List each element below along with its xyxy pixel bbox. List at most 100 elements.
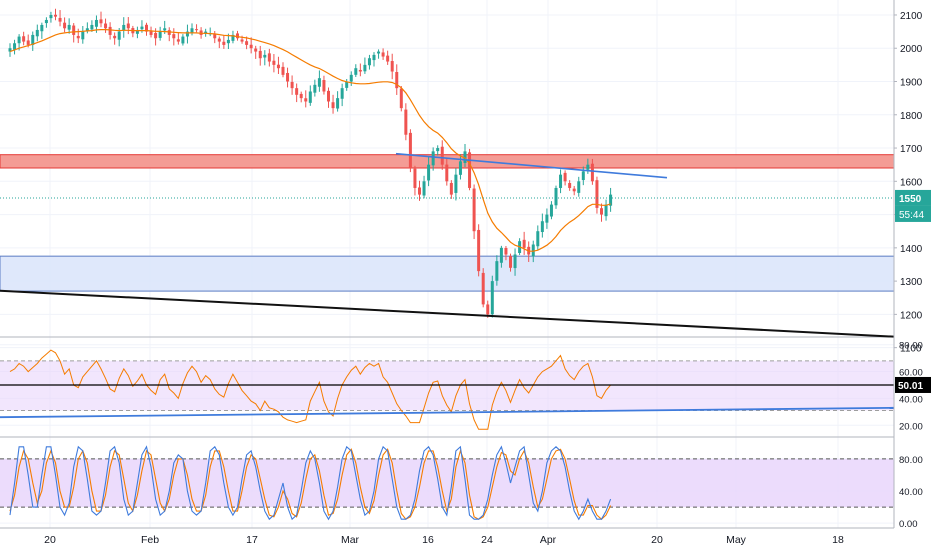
candle — [600, 203, 603, 222]
current-price-tag — [895, 189, 931, 206]
candle-body — [509, 256, 512, 268]
candle-body — [349, 74, 353, 82]
candle — [540, 213, 544, 238]
candle-body — [427, 164, 431, 181]
candle — [185, 24, 189, 44]
candle-body — [249, 44, 253, 49]
candle-body — [422, 181, 426, 196]
candle — [345, 78, 349, 91]
candle-body — [340, 88, 344, 99]
candle — [390, 53, 394, 80]
candle-body — [490, 281, 494, 315]
candle-body — [436, 148, 440, 152]
candle — [181, 34, 185, 46]
candle-body — [395, 71, 399, 89]
candle-body — [418, 187, 421, 195]
price-axis-label: 1400 — [900, 244, 923, 255]
candle — [208, 27, 212, 37]
candle-body — [117, 31, 121, 40]
candle — [372, 52, 376, 67]
candle — [22, 31, 26, 46]
countdown-tag — [895, 205, 931, 222]
candle — [509, 253, 512, 272]
candle — [549, 201, 553, 220]
candle-body — [113, 35, 117, 39]
candle-body — [276, 64, 280, 69]
candle — [58, 10, 62, 27]
price-axis-label: 1100 — [900, 344, 922, 355]
candle-body — [481, 272, 485, 305]
candle — [354, 64, 358, 77]
candle — [90, 20, 94, 32]
candle-body — [281, 66, 285, 75]
candle-body — [468, 152, 472, 188]
candle-body — [345, 81, 349, 88]
candle — [304, 90, 308, 108]
candle-body — [94, 19, 98, 27]
candles-layer — [8, 8, 613, 318]
rsi-level-tag — [895, 376, 931, 393]
candle — [31, 31, 35, 51]
candle-body — [176, 39, 180, 42]
candle — [72, 23, 76, 43]
candle-body — [236, 33, 239, 39]
candle — [463, 144, 467, 168]
candle — [276, 56, 280, 74]
candle-body — [181, 36, 185, 44]
candle-body — [13, 43, 17, 50]
candle-body — [399, 88, 403, 109]
candle-body — [26, 40, 30, 45]
candle — [445, 158, 449, 186]
candle — [308, 85, 312, 106]
candle — [167, 27, 171, 42]
candle-body — [149, 31, 153, 35]
candle — [413, 165, 417, 196]
rsi-level-label: 50.01 — [898, 381, 923, 392]
candle-body — [477, 229, 481, 272]
price-axis-label: 1900 — [900, 78, 923, 89]
candle — [145, 22, 148, 36]
candle-body — [40, 24, 44, 32]
candle-body — [104, 23, 108, 29]
candle — [495, 255, 499, 286]
candle-body — [358, 69, 362, 72]
rsi-band — [0, 360, 894, 411]
candle — [559, 169, 563, 194]
candle-body — [267, 53, 271, 62]
countdown-label: 55:44 — [899, 210, 924, 221]
price-axis-label: 2100 — [900, 11, 923, 22]
candle-body — [190, 28, 194, 34]
price-axis-label: 1300 — [900, 277, 923, 288]
candle-body — [590, 163, 594, 182]
candle — [377, 49, 381, 59]
candle — [254, 45, 258, 59]
candle — [427, 156, 431, 187]
candle-body — [49, 14, 53, 19]
candle-body — [245, 41, 249, 45]
rsi-axis-label: 40.00 — [899, 394, 923, 405]
candle-body — [317, 78, 321, 87]
candle — [609, 187, 613, 212]
candle — [595, 176, 599, 214]
stoch-axis-label: 80.00 — [899, 455, 923, 466]
candle — [458, 154, 462, 180]
candle-body — [486, 304, 490, 315]
candle — [281, 62, 285, 78]
candle-body — [172, 34, 176, 39]
candle — [386, 50, 390, 65]
candle — [149, 26, 153, 38]
candle-body — [522, 239, 526, 248]
stoch-axis-label: 0.00 — [899, 519, 918, 530]
candle — [135, 26, 139, 39]
candle — [422, 175, 426, 199]
candle — [231, 30, 235, 44]
candle — [563, 170, 567, 186]
candle — [99, 11, 103, 28]
candle-body — [217, 38, 221, 42]
candle-body — [140, 26, 144, 30]
candle-body — [386, 55, 390, 62]
candle — [113, 32, 117, 45]
candle-body — [322, 80, 326, 92]
candle — [577, 176, 581, 197]
rsi-line — [9, 349, 611, 430]
